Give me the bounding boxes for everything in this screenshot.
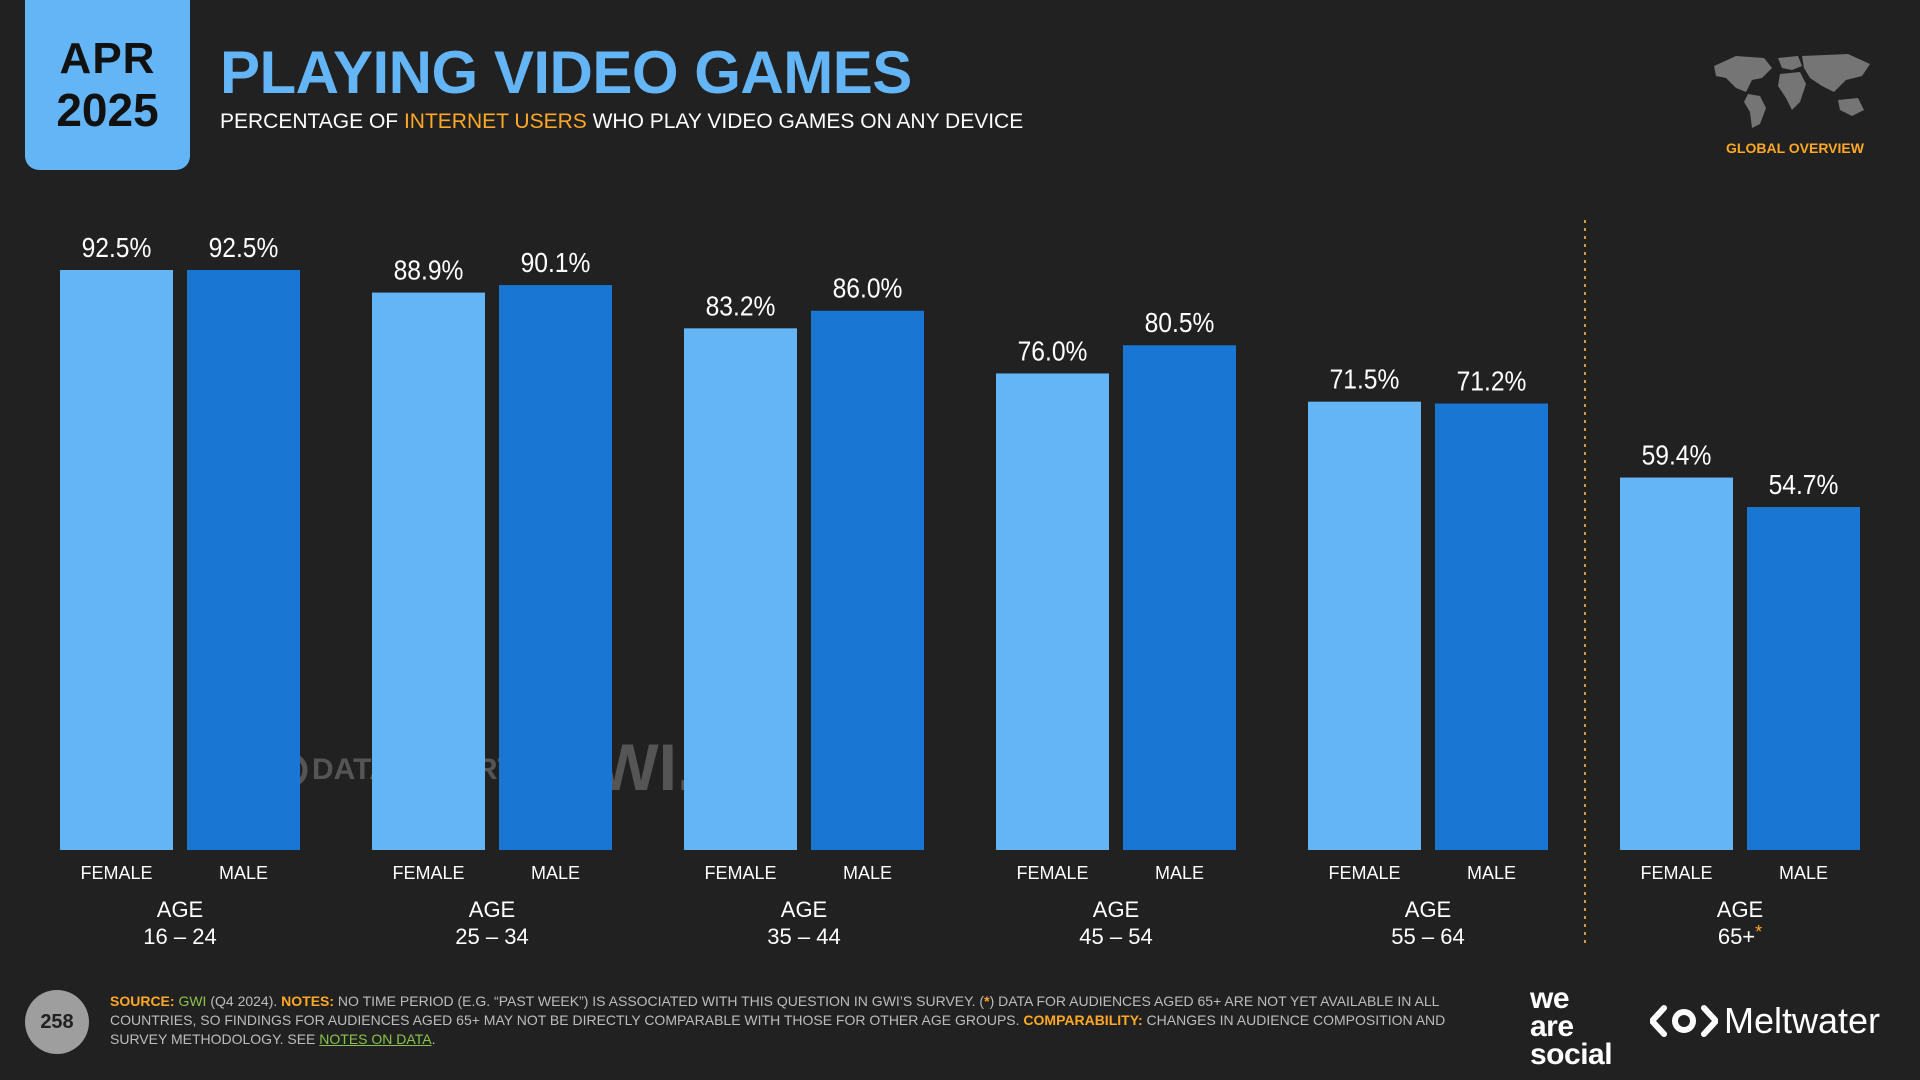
- category-label-male: MALE: [1779, 863, 1828, 883]
- value-label: 92.5%: [82, 232, 152, 264]
- category-label-male: MALE: [531, 863, 580, 883]
- group-label-top: AGE: [1093, 897, 1139, 922]
- category-label-female: FEMALE: [1328, 863, 1400, 883]
- bar-male: [187, 270, 300, 850]
- category-label-female: FEMALE: [392, 863, 464, 883]
- value-label: 71.2%: [1457, 365, 1527, 397]
- subtitle-pre: PERCENTAGE OF: [220, 110, 404, 133]
- value-label: 92.5%: [209, 232, 279, 264]
- footer-end: .: [431, 1031, 436, 1047]
- date-month: APR: [59, 34, 156, 83]
- group-label-range: 16 – 24: [143, 924, 216, 949]
- page-subtitle: PERCENTAGE OF INTERNET USERS WHO PLAY VI…: [220, 110, 1023, 134]
- meltwater-name: Meltwater: [1724, 1000, 1881, 1041]
- category-label-female: FEMALE: [80, 863, 152, 883]
- category-label-male: MALE: [1467, 863, 1516, 883]
- source-rest: (Q4 2024).: [206, 993, 282, 1009]
- bar-male: [811, 310, 924, 851]
- notes-asterisk: *: [984, 993, 990, 1009]
- group-label-range: 25 – 34: [455, 924, 528, 949]
- was-line-2: are: [1530, 1010, 1574, 1043]
- region-label: GLOBAL OVERVIEW: [1726, 140, 1864, 156]
- value-label: 88.9%: [394, 254, 464, 286]
- bar-male: [499, 285, 612, 850]
- was-line-1: we: [1530, 982, 1570, 1015]
- world-map-icon: [1706, 48, 1876, 137]
- group-label-range: 65+*: [1718, 922, 1762, 949]
- value-label: 90.1%: [521, 247, 591, 279]
- bar-female: [684, 328, 797, 851]
- category-label-female: FEMALE: [1016, 863, 1088, 883]
- value-label: 71.5%: [1330, 363, 1400, 395]
- we-are-social-logo: we are social: [1530, 982, 1613, 1071]
- value-label: 54.7%: [1769, 469, 1839, 501]
- value-label: 83.2%: [706, 290, 776, 322]
- meltwater-icon: [1650, 1005, 1718, 1037]
- subtitle-highlight: INTERNET USERS: [403, 110, 587, 133]
- value-label: 59.4%: [1642, 439, 1712, 471]
- bar-male: [1123, 345, 1236, 850]
- category-label-male: MALE: [219, 863, 268, 883]
- group-label-top: AGE: [1717, 897, 1763, 922]
- value-label: 80.5%: [1145, 307, 1215, 339]
- value-label: 86.0%: [833, 272, 903, 304]
- date-badge: APR 2025: [25, 0, 190, 170]
- comparability-key: COMPARABILITY:: [1023, 1012, 1143, 1028]
- category-label-female: FEMALE: [704, 863, 776, 883]
- group-label-top: AGE: [469, 897, 515, 922]
- group-label-range: 35 – 44: [767, 924, 840, 949]
- bar-female: [372, 292, 485, 850]
- was-line-3: social: [1530, 1038, 1613, 1071]
- bar-female: [60, 270, 173, 850]
- subtitle-post: WHO PLAY VIDEO GAMES ON ANY DEVICE: [586, 110, 1024, 133]
- page-number: 258: [25, 990, 89, 1054]
- page-title: PLAYING VIDEO GAMES: [220, 39, 912, 106]
- footer-notes: SOURCE: GWI (Q4 2024). NOTES: NO TIME PE…: [110, 992, 1480, 1049]
- value-label: 76.0%: [1018, 335, 1088, 367]
- bar-female: [1620, 477, 1733, 850]
- notes-text2: ) DATA FOR AUDIENCES AGED 65+ ARE NOT YE…: [110, 993, 1439, 1028]
- notes-key: NOTES:: [281, 993, 335, 1009]
- bar-female: [1308, 401, 1421, 850]
- notes-on-data-link[interactable]: NOTES ON DATA: [319, 1031, 432, 1047]
- group-label-top: AGE: [781, 897, 827, 922]
- group-label-top: AGE: [157, 897, 203, 922]
- bar-male: [1435, 403, 1548, 850]
- source-key: SOURCE:: [110, 993, 175, 1009]
- meltwater-logo: Meltwater: [1650, 1000, 1880, 1042]
- source-name: GWI: [178, 993, 207, 1009]
- group-label-range: 45 – 54: [1079, 924, 1152, 949]
- bar-female: [996, 373, 1109, 850]
- category-label-male: MALE: [843, 863, 892, 883]
- asterisk-mark: *: [1755, 922, 1762, 942]
- category-label-male: MALE: [1155, 863, 1204, 883]
- bar-chart: DATAREPORTAL GWI. 92.5%FEMALE92.5%MALEAG…: [60, 220, 1860, 949]
- notes-text: NO TIME PERIOD (E.G. “PAST WEEK”) IS ASS…: [334, 993, 985, 1009]
- category-label-female: FEMALE: [1640, 863, 1712, 883]
- comparability-text: CHANGES IN AUDIENCE COMPOSITION AND SURV…: [110, 1012, 1446, 1047]
- date-year: 2025: [56, 84, 159, 136]
- bar-male: [1747, 507, 1860, 850]
- group-label-top: AGE: [1405, 897, 1451, 922]
- group-label-range: 55 – 64: [1391, 924, 1464, 949]
